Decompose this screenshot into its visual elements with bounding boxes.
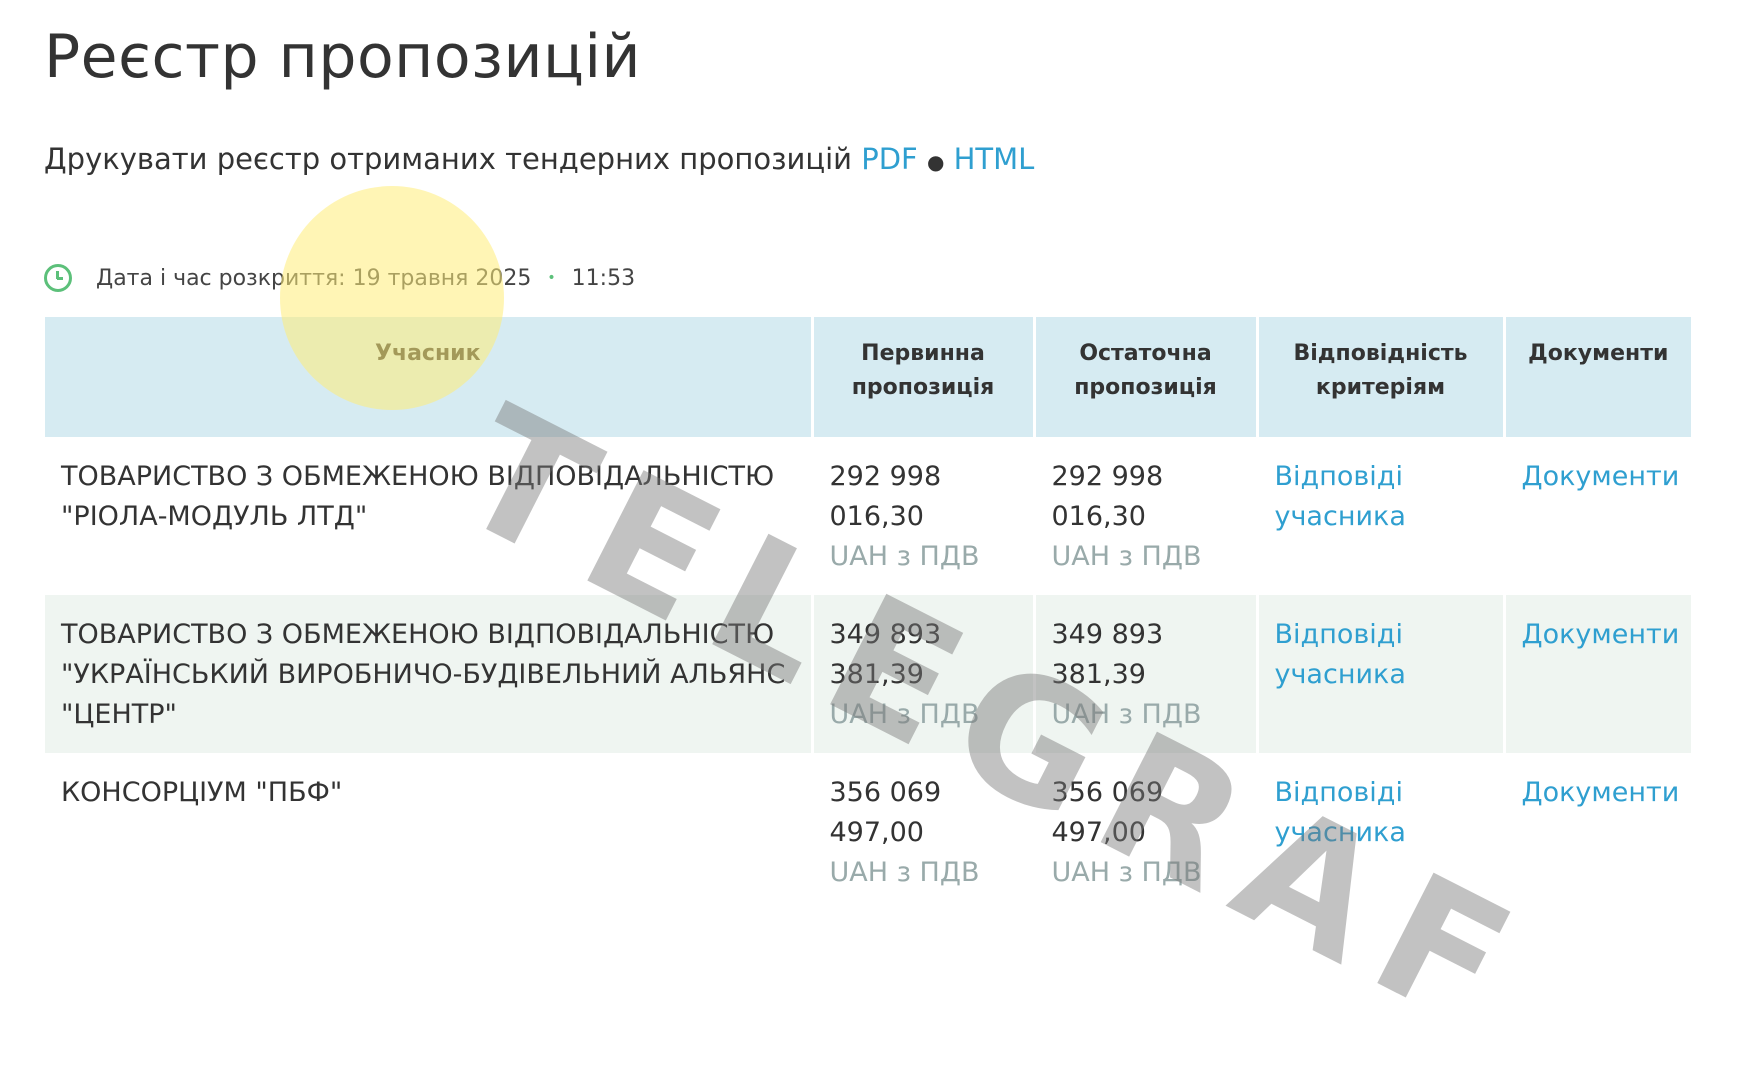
print-html-link[interactable]: HTML <box>953 142 1035 176</box>
print-register: Друкувати реєстр отриманих тендерних про… <box>44 142 1034 176</box>
documents-link[interactable]: Документи <box>1521 619 1680 650</box>
amount: 349 893 381,39 <box>829 619 942 690</box>
participant-answers-link[interactable]: Відповіді учасника <box>1274 461 1406 532</box>
header-final: Остаточна пропозиція <box>1032 317 1257 437</box>
documents-cell: Документи <box>1502 753 1691 911</box>
criteria-cell: Відповіді учасника <box>1255 437 1504 595</box>
header-participant: Учасник <box>45 317 812 437</box>
table-row: ТОВАРИСТВО З ОБМЕЖЕНОЮ ВІДПОВІДАЛЬНІСТЮ … <box>45 595 1691 753</box>
documents-cell: Документи <box>1502 595 1691 753</box>
participant-answers-link[interactable]: Відповіді учасника <box>1274 777 1406 848</box>
currency: UAH з ПДВ <box>1051 541 1202 572</box>
documents-cell: Документи <box>1502 437 1691 595</box>
currency: UAH з ПДВ <box>829 699 980 730</box>
currency: UAH з ПДВ <box>1051 699 1202 730</box>
amount: 292 998 016,30 <box>829 461 942 532</box>
table-row: ТОВАРИСТВО З ОБМЕЖЕНОЮ ВІДПОВІДАЛЬНІСТЮ … <box>45 437 1691 595</box>
currency: UAH з ПДВ <box>829 541 980 572</box>
header-initial: Первинна пропозиція <box>810 317 1034 437</box>
table-row: КОНСОРЦІУМ "ПБФ" 356 069 497,00 UAH з ПДВ 3… <box>45 753 1691 911</box>
table-header: Учасник Первинна пропозиція Остаточна пр… <box>45 317 1691 437</box>
participant-name: ТОВАРИСТВО З ОБМЕЖЕНОЮ ВІДПОВІДАЛЬНІСТЮ … <box>61 461 775 532</box>
final-bid: 292 998 016,30 UAH з ПДВ <box>1032 437 1257 595</box>
final-bid: 356 069 497,00 UAH з ПДВ <box>1032 753 1257 911</box>
clock-icon <box>44 264 72 292</box>
separator: ● <box>926 150 945 174</box>
documents-link[interactable]: Документи <box>1521 777 1680 808</box>
bids-table: Учасник Первинна пропозиція Остаточна пр… <box>45 317 1691 911</box>
participant-name: КОНСОРЦІУМ "ПБФ" <box>61 777 343 808</box>
amount: 349 893 381,39 <box>1051 619 1164 690</box>
opening-time: 11:53 <box>571 265 636 291</box>
final-bid: 349 893 381,39 UAH з ПДВ <box>1032 595 1257 753</box>
initial-bid: 356 069 497,00 UAH з ПДВ <box>810 753 1034 911</box>
opening-label: Дата і час розкриття: 19 травня 2025 <box>96 265 532 291</box>
opening-date: Дата і час розкриття: 19 травня 2025 • 1… <box>44 264 635 292</box>
amount: 292 998 016,30 <box>1051 461 1164 532</box>
criteria-cell: Відповіді учасника <box>1255 753 1504 911</box>
header-criteria: Відповідність критеріям <box>1255 317 1504 437</box>
header-documents: Документи <box>1502 317 1691 437</box>
print-pdf-link[interactable]: PDF <box>861 142 918 176</box>
participant-name: ТОВАРИСТВО З ОБМЕЖЕНОЮ ВІДПОВІДАЛЬНІСТЮ … <box>45 595 812 753</box>
print-label: Друкувати реєстр отриманих тендерних про… <box>44 142 852 176</box>
initial-bid: 349 893 381,39 UAH з ПДВ <box>810 595 1034 753</box>
amount: 356 069 497,00 <box>829 777 942 848</box>
page-title: Реєстр пропозицій <box>44 22 641 92</box>
criteria-cell: Відповіді учасника <box>1255 595 1504 753</box>
documents-link[interactable]: Документи <box>1521 461 1680 492</box>
participant-answers-link[interactable]: Відповіді учасника <box>1274 619 1406 690</box>
currency: UAH з ПДВ <box>1051 857 1202 888</box>
currency: UAH з ПДВ <box>829 857 980 888</box>
amount: 356 069 497,00 <box>1051 777 1164 848</box>
separator: • <box>547 270 556 286</box>
initial-bid: 292 998 016,30 UAH з ПДВ <box>810 437 1034 595</box>
